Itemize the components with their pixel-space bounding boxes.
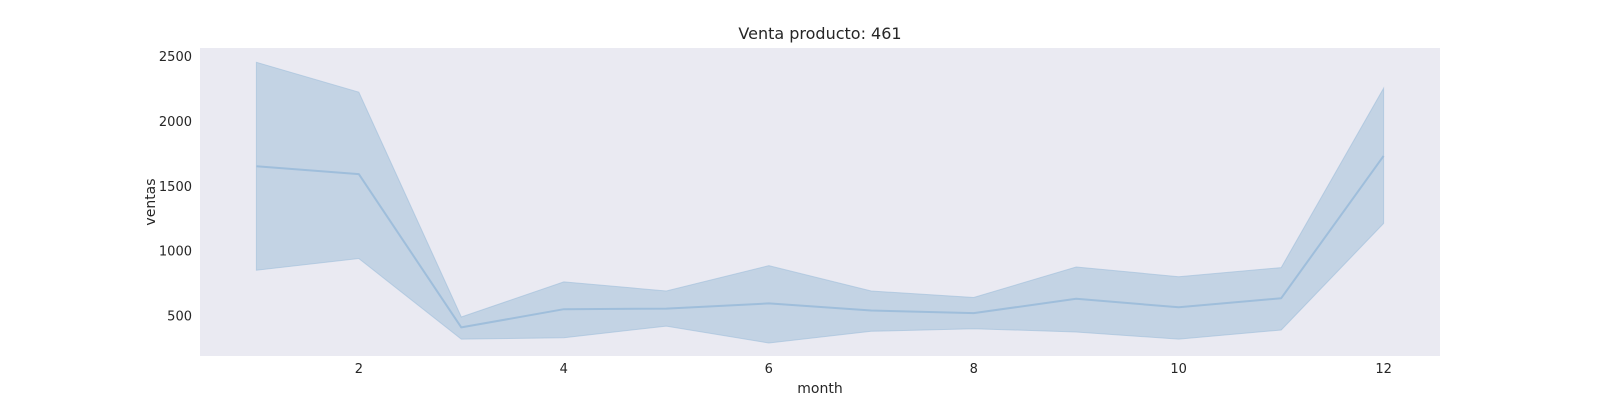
data-point [1382,154,1386,158]
y-tick-label: 1000 [159,245,192,260]
y-tick-label: 500 [167,310,192,325]
x-tick-labels: 2 4 6 8 10 12 [355,362,1392,377]
x-tick-label: 4 [560,362,568,377]
series-line-layer [254,154,1386,329]
x-tick-label: 6 [765,362,773,377]
x-tick-label: 2 [355,362,363,377]
data-point [664,307,668,311]
y-tick-label: 2500 [159,50,192,65]
data-point [562,307,566,311]
data-point [767,301,771,305]
data-point [254,164,258,168]
data-point [1074,297,1078,301]
data-point [972,311,976,315]
y-tick-labels: 500 1000 1500 2000 2500 [159,50,192,325]
x-axis-label: month [797,381,842,397]
data-point [459,325,463,329]
x-tick-label: 8 [970,362,978,377]
data-point [1177,305,1181,309]
data-point [869,309,873,313]
y-tick-label: 2000 [159,115,192,130]
x-tick-label: 10 [1170,362,1187,377]
series-line [256,155,1385,329]
confidence-band [255,61,1385,344]
y-axis-label: ventas [143,178,159,225]
y-tick-label: 1500 [159,180,192,195]
data-point [357,172,361,176]
data-point [1279,296,1283,300]
chart-title: Venta producto: 461 [738,24,901,43]
x-tick-label: 12 [1375,362,1392,377]
confidence-band-layer [255,61,1385,344]
